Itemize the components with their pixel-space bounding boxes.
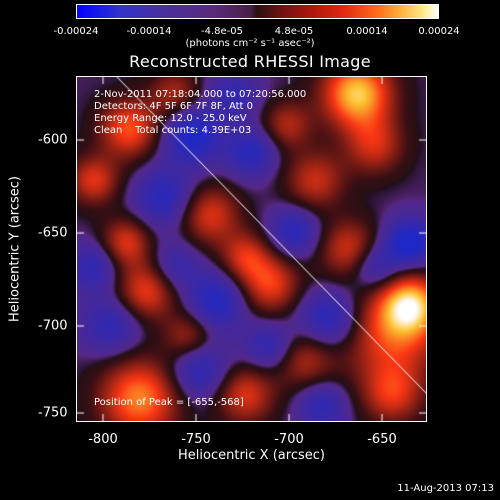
y-axis-label: Heliocentric Y (arcsec) — [7, 176, 23, 322]
time-range-text: 2-Nov-2011 07:18:04.000 to 07:20:56.000 — [94, 89, 307, 100]
x-tick-label: -650 — [367, 432, 397, 447]
energy-range-text: Energy Range: 12.0 - 25.0 keV — [94, 113, 247, 124]
x-tick-label: -800 — [88, 432, 118, 447]
x-axis-label: Heliocentric X (arcsec) — [178, 448, 325, 463]
peak-position-text: Position of Peak = [-655,-568] — [94, 397, 244, 408]
clean-counts-text: Clean Total counts: 4.39E+03 — [94, 125, 252, 136]
colorbar-tick: 0.00014 — [346, 26, 388, 37]
colorbar-tick: -0.00024 — [53, 26, 99, 37]
image-panel — [76, 76, 427, 422]
date-stamp: 11-Aug-2013 07:13 — [397, 483, 494, 494]
rhessi-image — [76, 76, 427, 422]
y-tick-label: -650 — [38, 225, 68, 241]
plot-title: Reconstructed RHESSI Image — [129, 52, 371, 71]
colorbar-tick: 4.8e-05 — [274, 26, 314, 37]
y-tick-label: -600 — [38, 132, 68, 148]
colorbar-tick: -4.8e-05 — [201, 26, 243, 37]
x-tick-label: -700 — [274, 432, 304, 447]
colorbar-tick: -0.00014 — [126, 26, 172, 37]
colorbar-tick: 0.00024 — [418, 26, 460, 37]
x-tick-label: -750 — [181, 432, 211, 447]
y-tick-label: -750 — [38, 405, 68, 421]
colorbar — [76, 4, 439, 19]
y-tick-label: -700 — [38, 318, 68, 334]
colorbar-units: (photons cm⁻² s⁻¹ asec⁻²) — [185, 38, 315, 49]
detectors-text: Detectors: 4F 5F 6F 7F 8F, Att 0 — [94, 101, 254, 112]
